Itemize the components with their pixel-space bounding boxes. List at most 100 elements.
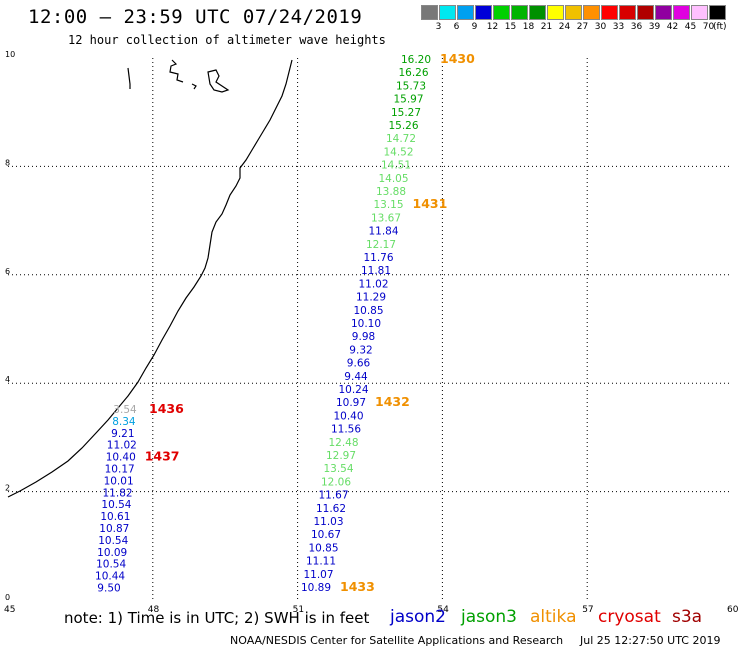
swh-value: 10.61	[100, 511, 130, 523]
scale-unit: (ft)	[713, 22, 727, 32]
scale-label: 21	[540, 22, 553, 32]
swh-value: 11.11	[306, 556, 336, 568]
legend-cryosat: cryosat	[598, 607, 661, 627]
swh-value: 10.40	[106, 452, 136, 464]
swh-value: 11.81	[361, 265, 391, 277]
x-tick-label: 54	[437, 605, 449, 615]
swh-value: 11.62	[316, 503, 346, 515]
scale-swatch	[655, 5, 672, 20]
swh-value: 11.84	[368, 226, 398, 238]
swh-value: 10.85	[308, 542, 338, 554]
swh-value: 10.44	[95, 571, 125, 583]
swh-value: 11.67	[318, 490, 348, 502]
swh-value: 9.21	[111, 428, 134, 440]
scale-swatch	[457, 5, 474, 20]
scale-swatch	[529, 5, 546, 20]
scale-label: 24	[558, 22, 571, 32]
scale-swatch	[601, 5, 618, 20]
swh-value: 9.98	[352, 331, 375, 343]
swh-value: 16.20	[401, 54, 431, 66]
swh-value: 8.34	[112, 416, 136, 428]
scale-label: 70	[702, 22, 715, 32]
x-tick-label: 45	[4, 605, 15, 615]
swh-value: 10.54	[98, 535, 128, 547]
swh-value: 10.87	[99, 523, 129, 535]
swh-value: 11.56	[331, 424, 361, 436]
scale-label: 45	[684, 22, 697, 32]
y-tick-label: 2	[5, 484, 10, 493]
coastline	[7, 59, 293, 498]
swh-value: 11.07	[303, 569, 333, 581]
swh-value: 9.44	[344, 371, 368, 383]
scale-label: 6	[453, 22, 460, 32]
swh-value: 11.02	[358, 278, 388, 290]
scale-swatch	[673, 5, 690, 20]
swh-value: 15.73	[396, 80, 426, 92]
y-tick-label: 4	[5, 375, 10, 384]
swh-value: 12.48	[328, 437, 358, 449]
legend-jason2: jason2	[390, 607, 446, 627]
swh-value: 11.76	[363, 252, 393, 264]
swh-value: 10.89	[301, 582, 331, 594]
swh-value: 10.54	[96, 559, 126, 571]
island	[127, 67, 131, 89]
swh-value: 10.10	[351, 318, 381, 330]
y-tick-label: 0	[5, 593, 10, 602]
credit-line: NOAA/NESDIS Center for Satellite Applica…	[230, 634, 564, 647]
island	[207, 69, 230, 93]
swh-value: 15.26	[388, 120, 418, 132]
footer-note: note: 1) Time is in UTC; 2) SWH is in fe…	[64, 609, 370, 627]
pass-time-label: 1432	[375, 394, 410, 409]
y-tick-label: 10	[5, 50, 15, 59]
scale-label: 3	[435, 22, 442, 32]
legend-altika: altika	[530, 607, 577, 627]
scale-swatch	[565, 5, 582, 20]
swh-value: 13.15	[373, 199, 403, 211]
swh-value: 13.67	[371, 212, 401, 224]
swh-value: 14.52	[383, 146, 413, 158]
swh-value: 10.09	[97, 547, 127, 559]
island	[191, 83, 197, 90]
scale-label: 30	[594, 22, 607, 32]
page-title: 12:00 – 23:59 UTC 07/24/2019	[28, 6, 363, 28]
swh-value: 10.17	[105, 464, 135, 476]
y-tick-label: 8	[5, 158, 10, 167]
x-tick-label: 60	[727, 605, 739, 615]
map-grid	[8, 58, 732, 600]
scale-label: 33	[612, 22, 625, 32]
scale-label: 42	[666, 22, 679, 32]
pass-time-label: 1436	[149, 401, 184, 416]
scale-label: 12	[486, 22, 499, 32]
scale-label: 9	[471, 22, 478, 32]
swh-value: 13.88	[376, 186, 406, 198]
scale-label: 39	[648, 22, 661, 32]
scale-swatch	[475, 5, 492, 20]
scale-swatch	[637, 5, 654, 20]
swh-value: 3.54	[113, 404, 137, 416]
scale-label: 15	[504, 22, 517, 32]
swh-value: 10.01	[104, 475, 134, 487]
swh-value: 10.67	[311, 529, 341, 541]
scale-swatch	[439, 5, 456, 20]
swh-value: 12.97	[326, 450, 356, 462]
swh-value: 15.97	[393, 94, 423, 106]
scale-swatch	[619, 5, 636, 20]
swh-value: 10.85	[353, 305, 383, 317]
generated-timestamp: Jul 25 12:27:50 UTC 2019	[580, 634, 721, 647]
scale-label: 18	[522, 22, 535, 32]
swh-value: 12.06	[321, 476, 351, 488]
scale-label: 36	[630, 22, 643, 32]
swh-value: 9.50	[97, 583, 120, 595]
scale-swatch	[691, 5, 708, 20]
swh-value: 14.72	[386, 133, 416, 145]
scale-swatch	[709, 5, 726, 20]
swh-value: 16.26	[398, 67, 428, 79]
swh-value: 15.27	[391, 107, 421, 119]
page-subtitle: 12 hour collection of altimeter wave hei…	[68, 33, 386, 47]
swh-value: 12.17	[366, 239, 396, 251]
swh-value: 10.97	[336, 397, 366, 409]
swh-value: 9.66	[347, 358, 371, 370]
scale-swatch	[547, 5, 564, 20]
